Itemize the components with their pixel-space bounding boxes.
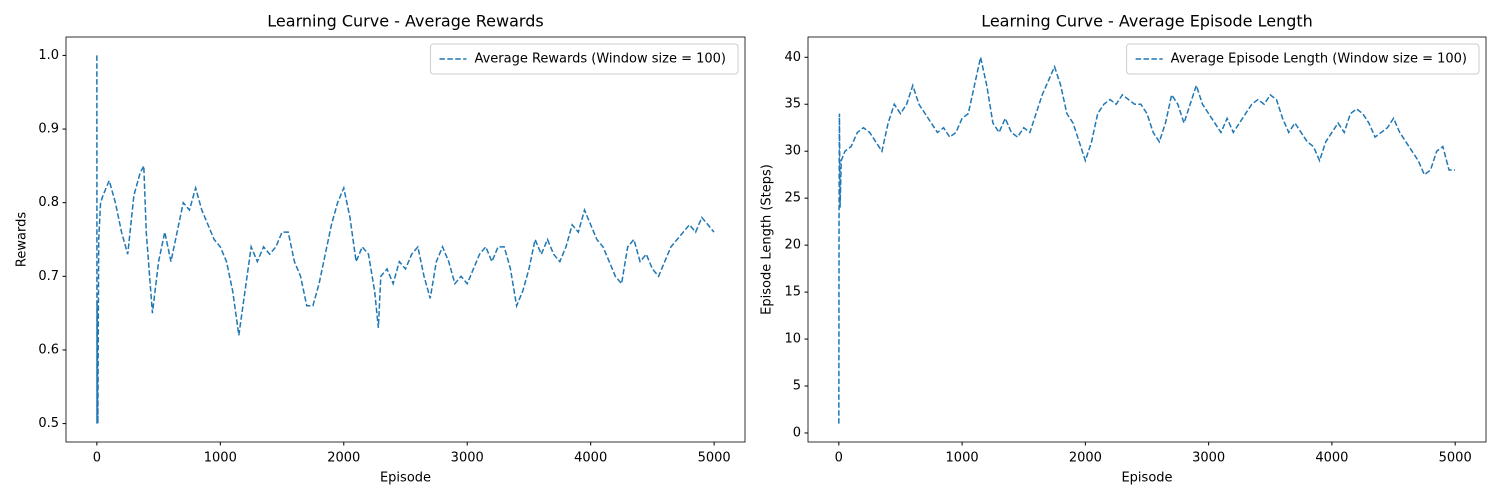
y-tick-label: 0 <box>793 425 801 440</box>
data-line <box>96 55 715 424</box>
legend-box <box>1126 43 1480 75</box>
x-tick-label: 1000 <box>946 451 979 466</box>
y-tick-label: 25 <box>784 191 801 206</box>
y-tick-label: 30 <box>784 144 801 159</box>
y-tick-label: 10 <box>784 332 801 347</box>
y-tick-label: 1.0 <box>38 48 59 63</box>
legend-label: Average Rewards (Window size = 100) <box>474 52 726 67</box>
y-axis-label: Episode Length (Steps) <box>760 164 775 315</box>
y-tick-label: 0.7 <box>38 269 59 284</box>
x-tick-label: 2000 <box>327 451 360 466</box>
y-tick-label: 35 <box>784 97 801 112</box>
y-tick-label: 40 <box>784 50 801 65</box>
y-tick-label: 20 <box>784 238 801 253</box>
x-tick-label: 5000 <box>698 451 731 466</box>
y-tick-label: 15 <box>784 285 801 300</box>
y-tick-label: 0.5 <box>38 416 59 431</box>
legend: Average Rewards (Window size = 100) <box>429 43 739 75</box>
x-tick-label: 3000 <box>451 451 484 466</box>
y-tick-label: 0.6 <box>38 342 59 357</box>
x-axis-label: Episode <box>380 471 431 486</box>
x-tick-label: 0 <box>835 451 843 466</box>
x-tick-label: 3000 <box>1192 451 1225 466</box>
chart-title: Learning Curve - Average Episode Length <box>981 12 1313 31</box>
legend: Average Episode Length (Window size = 10… <box>1126 43 1480 75</box>
data-line <box>838 57 1456 424</box>
x-tick-label: 1000 <box>204 451 237 466</box>
x-tick-label: 2000 <box>1069 451 1102 466</box>
y-tick-label: 0.8 <box>38 195 59 210</box>
chart-title: Learning Curve - Average Rewards <box>267 12 543 31</box>
x-tick-label: 5000 <box>1439 451 1472 466</box>
legend-label: Average Episode Length (Window size = 10… <box>1171 52 1467 67</box>
y-axis-label: Rewards <box>15 212 30 267</box>
x-tick-label: 0 <box>93 451 101 466</box>
axes-frame <box>65 36 746 443</box>
axes-frame <box>807 36 1487 443</box>
x-tick-label: 4000 <box>1315 451 1348 466</box>
y-tick-label: 5 <box>793 379 801 394</box>
y-tick-label: 0.9 <box>38 122 59 137</box>
x-tick-label: 4000 <box>574 451 607 466</box>
x-axis-label: Episode <box>1121 471 1172 486</box>
legend-box <box>429 43 739 75</box>
